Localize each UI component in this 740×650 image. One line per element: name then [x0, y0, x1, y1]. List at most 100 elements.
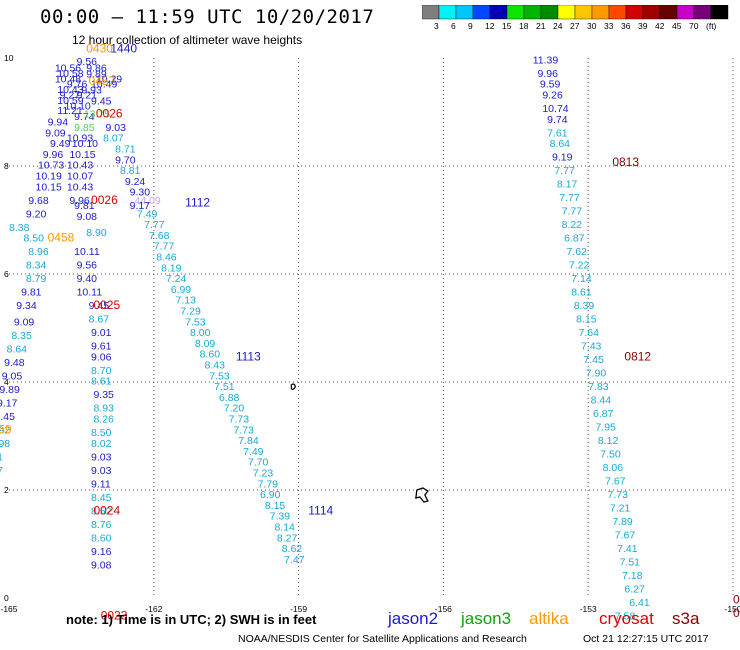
- data-labels: 9.569.869.8910.2910.499.939.219.7610.561…: [0, 42, 740, 623]
- swh-label: 10.56: [55, 63, 81, 75]
- swh-label: 44.09: [134, 195, 160, 207]
- pass-time-label: 0457: [89, 74, 116, 88]
- color-swatch: [422, 5, 440, 20]
- swh-label: 8.44: [591, 395, 612, 407]
- color-scale-label: 36: [621, 21, 631, 31]
- pass-time-label: 0459: [0, 422, 12, 436]
- plot-grid: [9, 58, 734, 598]
- swh-label: 7.49: [137, 208, 158, 220]
- swh-label: 9.81: [74, 200, 95, 212]
- swh-label: 9.74: [74, 111, 95, 123]
- swh-label: 9.49: [50, 138, 71, 150]
- swh-label: 9.27: [60, 90, 81, 102]
- swh-label: 10.43: [57, 84, 83, 96]
- pass-time-label: 0811: [733, 592, 740, 606]
- swh-label: 7.24: [166, 273, 187, 285]
- color-scale-label: 18: [519, 21, 529, 31]
- swh-label: 9.86: [86, 63, 107, 75]
- color-swatch: [659, 5, 678, 20]
- swh-label: 6.99: [171, 284, 192, 296]
- color-scale-label: 30: [587, 21, 597, 31]
- swh-label: 8.52: [91, 505, 112, 517]
- color-swatch: [523, 5, 542, 20]
- swh-label: 8.76: [91, 519, 112, 531]
- pass-time-label: 0813: [612, 155, 639, 169]
- swh-label: 8.81: [120, 165, 141, 177]
- swh-label: 8.27: [277, 532, 298, 544]
- swh-label: 9.16: [91, 546, 112, 558]
- swh-label: 7.21: [610, 503, 631, 515]
- swh-label: 9.01: [91, 327, 112, 339]
- swh-label: 10.07: [67, 171, 93, 183]
- pass-time-label: 0024: [93, 503, 120, 517]
- swh-label: 9.03: [91, 465, 112, 477]
- swh-label: 8.98: [0, 438, 10, 450]
- swh-label: 7.53: [185, 316, 206, 328]
- swh-label: 10.11: [74, 246, 100, 258]
- swh-label: 8.46: [156, 252, 177, 264]
- swh-label: 8.91: [0, 451, 3, 463]
- x-tick-label: -153: [580, 604, 597, 614]
- color-scale-label: 39: [638, 21, 648, 31]
- swh-label: 7.77: [144, 219, 165, 231]
- pass-time-label: 0430: [86, 42, 113, 56]
- swh-label: 8.45: [91, 492, 112, 504]
- swh-label: 9.76: [67, 79, 88, 91]
- pass-time-label: 0026: [91, 193, 118, 207]
- y-tick-label: 0: [4, 593, 9, 603]
- page-title: 00:00 – 11:59 UTC 10/20/2017: [40, 6, 375, 28]
- swh-label: 6.27: [624, 584, 645, 596]
- pass-time-label: 1440: [110, 42, 137, 56]
- swh-label: 10.10: [72, 138, 98, 150]
- swh-label: 9.45: [91, 95, 112, 107]
- swh-label: 8.79: [26, 273, 47, 285]
- swh-label: 6.87: [593, 408, 614, 420]
- swh-label: 7.14: [571, 273, 592, 285]
- swh-label: 9.68: [28, 195, 49, 207]
- color-swatch: [506, 5, 525, 20]
- swh-label: 8.19: [161, 262, 182, 274]
- swh-label: 9.09: [14, 316, 35, 328]
- swh-label: 9.96: [43, 149, 64, 161]
- swh-label: 9.96: [69, 195, 90, 207]
- swh-label: 10.43: [67, 181, 93, 193]
- island-outline: [290, 383, 296, 390]
- swh-label: 7.77: [154, 241, 175, 253]
- swh-label: 10.15: [69, 149, 95, 161]
- swh-label: 9.20: [26, 208, 47, 220]
- swh-label: 9.85: [74, 122, 95, 134]
- swh-label: 9.89: [0, 384, 20, 396]
- swh-label: 7.73: [233, 424, 254, 436]
- swh-label: 8.22: [562, 219, 583, 231]
- color-scale-label: 45: [672, 21, 682, 31]
- swh-label: 10.10: [65, 100, 91, 112]
- swh-label: 9.45: [89, 300, 110, 312]
- swh-label: 10.11: [77, 287, 103, 299]
- color-scale-label: 12: [485, 21, 495, 31]
- swh-label: 8.93: [93, 403, 114, 415]
- swh-label: 8.61: [571, 287, 592, 299]
- swh-label: 9.94: [48, 117, 69, 129]
- color-scale-label: 6: [451, 21, 456, 31]
- swh-label: 7.67: [605, 476, 626, 488]
- swh-label: 7.47: [284, 554, 305, 566]
- swh-label: 8.02: [91, 438, 112, 450]
- color-scale-label: 33: [604, 21, 614, 31]
- swh-label: 8.00: [190, 327, 211, 339]
- swh-label: 10.48: [55, 73, 81, 85]
- swh-label: 9.48: [4, 357, 25, 369]
- swh-label: 8.50: [91, 427, 112, 439]
- swh-label: 9.56: [77, 260, 98, 272]
- swh-label: 7.62: [566, 246, 587, 258]
- swh-label: 6.88: [219, 392, 240, 404]
- swh-label: 9.17: [130, 200, 151, 212]
- swh-label: 7.83: [588, 381, 609, 393]
- swh-label: 9.21: [77, 90, 98, 102]
- color-scale-label: 21: [536, 21, 546, 31]
- swh-label: 8.15: [576, 314, 597, 326]
- swh-label: 7.64: [579, 327, 600, 339]
- x-tick-label: -165: [0, 604, 17, 614]
- legend-s3a: s3a: [672, 609, 700, 628]
- swh-label: 8.67: [89, 314, 110, 326]
